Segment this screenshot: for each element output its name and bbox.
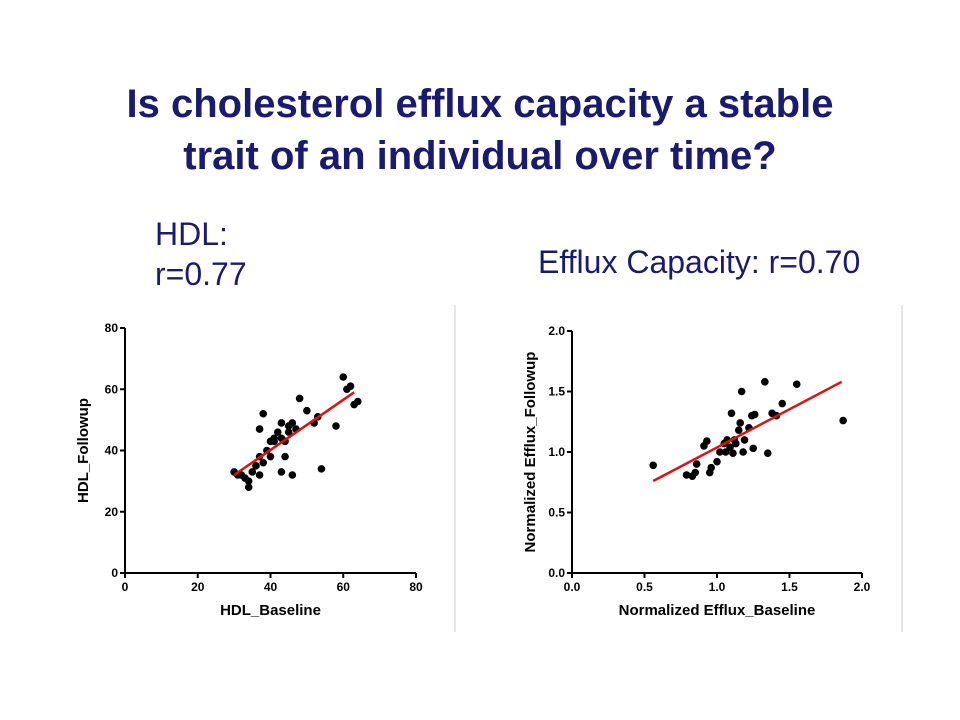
efflux-data-point: [732, 439, 740, 448]
slide-title: Is cholesterol efflux capacity a stable …: [0, 78, 960, 182]
hdl-y-tick-label: 20: [105, 505, 119, 519]
efflux-x-tick-label: 0.5: [636, 580, 653, 594]
efflux-data-point: [716, 448, 724, 456]
hdl-label-line1: HDL:: [155, 216, 228, 252]
hdl-correlation-label: HDL: r=0.77: [155, 214, 247, 294]
hdl-regression-line: [233, 391, 355, 477]
efflux-data-point: [727, 409, 736, 418]
efflux-x-tick-label: 2.0: [854, 580, 871, 594]
hdl-y-tick-label: 80: [105, 321, 119, 335]
hdl-data-point: [346, 382, 355, 390]
efflux-y-tick-label: 1.0: [548, 445, 565, 459]
hdl-data-point: [270, 437, 278, 446]
hdl-x-tick-label: 20: [191, 580, 205, 594]
hdl-x-tick-label: 40: [264, 580, 278, 594]
hdl-data-point: [255, 471, 264, 479]
efflux-data-point: [736, 419, 744, 427]
hdl-data-point: [259, 458, 268, 467]
efflux-regression-line: [652, 380, 843, 483]
hdl-x-tick-label: 0: [122, 580, 129, 594]
efflux-data-point: [749, 444, 758, 453]
efflux-x-tick-label: 1.5: [781, 580, 798, 594]
efflux-y-tick-label: 1.5: [548, 385, 565, 399]
efflux-y-axis-label: Normalized Efflux_Followup: [522, 352, 539, 553]
hdl-data-point: [354, 397, 362, 406]
hdl-y-tick-label: 0: [111, 566, 118, 580]
efflux-data-point: [692, 460, 701, 468]
hdl-x-tick-label: 80: [409, 580, 423, 594]
efflux-data-point: [703, 437, 711, 445]
hdl-x-tick-label: 60: [337, 580, 351, 594]
hdl-data-point: [244, 477, 253, 485]
efflux-data-point: [740, 436, 749, 444]
efflux-data-point: [839, 416, 847, 425]
hdl-y-tick-label: 60: [105, 382, 119, 396]
efflux-data-point: [778, 399, 787, 408]
hdl-data-point: [252, 462, 260, 470]
hdl-data-point: [284, 428, 293, 436]
efflux-y-tick-label: 0.0: [548, 566, 565, 580]
efflux-x-tick-label: 0.0: [564, 580, 581, 594]
hdl-data-point: [317, 465, 326, 473]
hdl-data-point: [244, 483, 253, 492]
efflux-data-point: [721, 448, 730, 456]
slide-title-line2: trait of an individual over time?: [183, 134, 777, 178]
efflux-data-point: [763, 449, 772, 458]
hdl-data-point: [339, 373, 348, 381]
efflux-data-point: [792, 380, 801, 389]
hdl-data-point: [266, 452, 275, 461]
efflux-data-point: [737, 387, 746, 396]
efflux-data-point: [713, 457, 721, 466]
efflux-data-point: [682, 471, 691, 479]
efflux-data-point: [691, 468, 700, 477]
efflux-y-tick-label: 0.5: [548, 506, 565, 520]
efflux-data-point: [649, 461, 657, 470]
efflux-y-tick-label: 2.0: [548, 324, 565, 338]
hdl-data-point: [273, 428, 282, 436]
efflux-data-point: [729, 449, 737, 458]
hdl-data-point: [277, 419, 286, 427]
efflux-data-point: [707, 463, 715, 472]
efflux-correlation-label: Efflux Capacity: r=0.70: [538, 242, 860, 282]
hdl-data-point: [255, 425, 264, 433]
hdl-label-line2: r=0.77: [155, 256, 247, 292]
hdl-data-point: [281, 452, 289, 461]
slide-title-line1: Is cholesterol efflux capacity a stable: [126, 82, 834, 126]
efflux-x-axis-label: Normalized Efflux_Baseline: [619, 602, 816, 619]
hdl-x-axis-label: HDL_Baseline: [220, 602, 321, 619]
efflux-data-point: [750, 410, 759, 419]
efflux-data-point: [761, 378, 769, 386]
hdl-y-axis-label: HDL_Followup: [75, 398, 92, 503]
hdl-data-point: [248, 468, 257, 476]
hdl-data-point: [259, 409, 268, 418]
efflux-data-point: [739, 448, 747, 456]
hdl-data-point: [332, 422, 340, 430]
efflux-data-point: [726, 443, 734, 451]
hdl-y-tick-label: 40: [105, 444, 119, 458]
efflux-label-text: Efflux Capacity: r=0.70: [538, 244, 861, 280]
hdl-data-point: [277, 468, 286, 476]
hdl-data-point: [303, 406, 311, 415]
hdl-data-point: [288, 419, 297, 427]
efflux-x-tick-label: 1.0: [709, 580, 726, 594]
hdl-data-point: [288, 471, 297, 479]
hdl-data-point: [295, 394, 304, 403]
efflux-data-point: [734, 426, 743, 435]
